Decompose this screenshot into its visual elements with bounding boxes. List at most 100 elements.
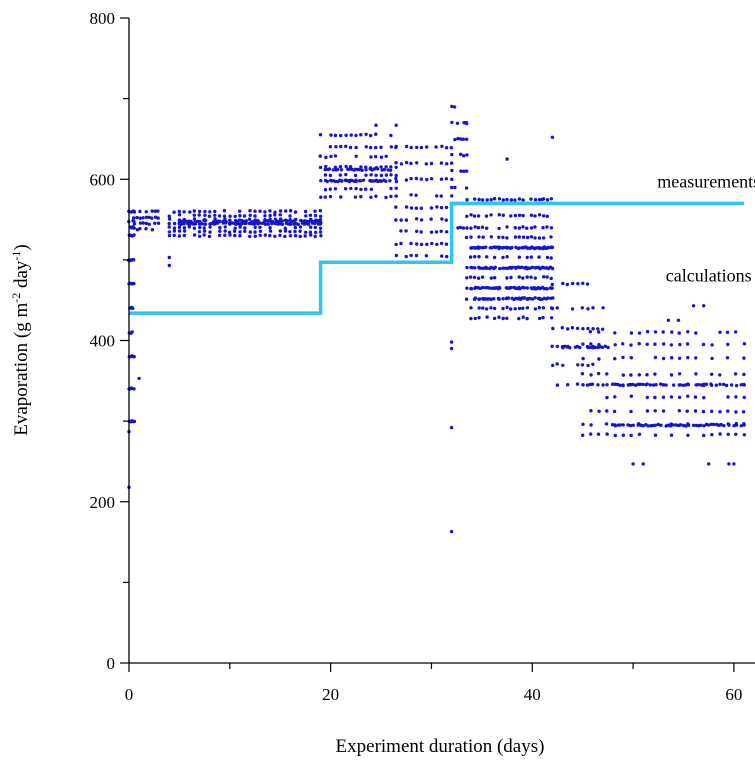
data-point <box>384 154 388 158</box>
data-point <box>304 230 308 234</box>
data-point <box>172 226 177 230</box>
data-point <box>477 306 481 310</box>
data-point <box>452 105 457 109</box>
data-point <box>439 205 444 210</box>
data-point <box>492 316 497 321</box>
data-point <box>394 123 398 127</box>
data-point <box>223 233 227 237</box>
data-point <box>537 236 542 240</box>
data-point <box>501 306 505 311</box>
data-point <box>702 396 706 400</box>
data-point <box>517 275 521 279</box>
data-point <box>256 219 260 223</box>
data-point <box>409 206 414 210</box>
data-point <box>672 383 676 387</box>
data-point <box>243 226 247 230</box>
data-point <box>394 205 398 209</box>
data-point <box>323 173 328 177</box>
data-point <box>596 371 601 376</box>
data-point <box>378 179 382 183</box>
data-point <box>444 205 449 210</box>
data-point <box>449 346 454 351</box>
data-point <box>613 331 617 335</box>
data-point <box>435 194 439 198</box>
data-point <box>580 372 585 376</box>
data-point <box>521 225 525 229</box>
data-point <box>244 221 248 225</box>
data-point <box>537 316 542 321</box>
data-point <box>182 226 187 230</box>
data-point <box>718 330 722 334</box>
data-point <box>464 186 469 190</box>
data-point <box>714 383 718 387</box>
data-point <box>144 215 149 219</box>
data-point <box>131 306 135 310</box>
data-point <box>240 222 244 226</box>
data-point <box>419 177 423 181</box>
data-point <box>563 344 567 348</box>
data-point <box>618 383 622 387</box>
data-point <box>678 383 683 387</box>
data-point <box>208 230 212 234</box>
data-point <box>469 306 473 310</box>
data-point <box>138 216 142 220</box>
data-point <box>338 173 342 177</box>
data-point <box>480 275 485 279</box>
data-point <box>268 213 272 218</box>
data-point <box>394 218 398 222</box>
data-point <box>508 265 512 270</box>
data-point <box>278 233 282 237</box>
data-point <box>641 424 645 428</box>
data-point <box>227 230 232 234</box>
y-axis-ticks: 0 200 400 600 800 <box>90 9 129 673</box>
data-point <box>628 423 633 428</box>
data-point <box>325 179 329 184</box>
data-point <box>476 226 481 230</box>
data-point <box>492 255 497 260</box>
data-point <box>263 214 267 218</box>
data-point <box>298 225 303 229</box>
data-point <box>722 424 726 428</box>
data-point <box>549 256 553 260</box>
data-point <box>629 331 634 335</box>
data-point <box>374 132 378 136</box>
data-point <box>172 229 177 233</box>
data-point <box>505 305 509 310</box>
data-point <box>492 306 497 311</box>
data-point <box>671 423 675 427</box>
data-point <box>464 297 469 301</box>
data-point <box>354 179 358 184</box>
data-point <box>464 235 469 240</box>
data-point <box>696 382 700 387</box>
data-point <box>132 233 136 237</box>
data-point <box>141 216 145 220</box>
data-point <box>177 209 181 214</box>
data-point <box>540 197 545 202</box>
data-point <box>525 235 530 240</box>
data-point <box>450 120 454 125</box>
data-point <box>525 316 529 321</box>
y-tick-label: 400 <box>90 332 116 351</box>
data-point <box>458 225 463 230</box>
data-point <box>629 373 633 377</box>
data-point <box>501 266 505 270</box>
data-point <box>530 297 535 301</box>
data-point <box>468 255 473 259</box>
data-point <box>586 363 590 368</box>
data-point <box>323 167 327 172</box>
data-point <box>542 275 546 279</box>
data-point <box>575 326 580 331</box>
data-point <box>461 137 465 141</box>
data-point <box>529 275 533 279</box>
data-point <box>721 382 726 387</box>
data-point <box>445 162 449 166</box>
data-point <box>167 225 171 229</box>
data-point <box>339 133 343 138</box>
data-point <box>374 154 378 159</box>
data-point <box>631 462 635 466</box>
data-point <box>288 230 292 234</box>
data-point <box>207 214 212 218</box>
data-point <box>329 154 333 159</box>
data-point <box>544 297 548 301</box>
